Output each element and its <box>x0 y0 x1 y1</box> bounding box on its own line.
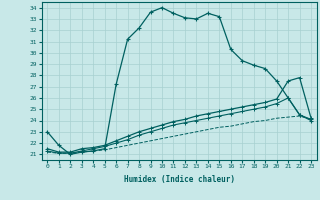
X-axis label: Humidex (Indice chaleur): Humidex (Indice chaleur) <box>124 175 235 184</box>
